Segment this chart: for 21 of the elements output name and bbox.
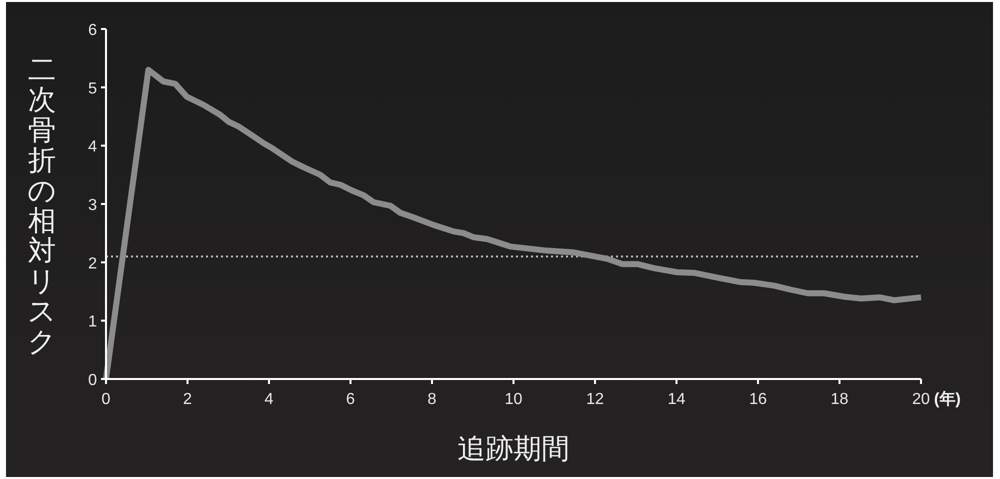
x-tick-label: 10 bbox=[504, 391, 522, 408]
y-tick-label: 0 bbox=[88, 372, 98, 389]
x-tick-label: 2 bbox=[183, 391, 192, 408]
y-tick-label: 3 bbox=[88, 197, 98, 214]
x-tick-label: 8 bbox=[428, 391, 437, 408]
y-tick-label: 1 bbox=[88, 314, 98, 331]
x-tick-label: 0 bbox=[102, 391, 111, 408]
x-tick-label: 6 bbox=[346, 391, 356, 408]
x-tick-label: 4 bbox=[264, 391, 274, 408]
y-tick-label: 5 bbox=[88, 80, 98, 98]
x-tick-label: 20 bbox=[912, 391, 930, 408]
x-tick-label: 12 bbox=[586, 391, 604, 408]
y-axis-title: 二次骨折の相対リスク bbox=[28, 54, 56, 357]
x-tick-label: 18 bbox=[830, 391, 848, 408]
y-tick-label: 4 bbox=[88, 138, 98, 156]
x-axis-title: 追跡期間 bbox=[458, 433, 570, 464]
x-tick-label: 14 bbox=[668, 391, 686, 408]
x-tick-label: 16 bbox=[749, 391, 767, 408]
y-tick-label: 6 bbox=[88, 22, 98, 39]
y-tick-label: 2 bbox=[88, 255, 98, 272]
annotation: (年) bbox=[934, 391, 961, 408]
